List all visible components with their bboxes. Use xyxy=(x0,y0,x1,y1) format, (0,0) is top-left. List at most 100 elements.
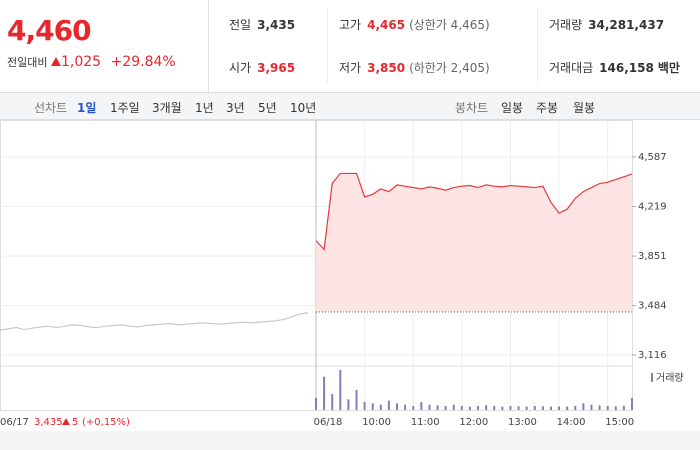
y-tick-label: 3,484 xyxy=(638,300,667,311)
tab[interactable]: 1주일 xyxy=(110,101,140,115)
divider xyxy=(537,8,538,84)
header: 4,460 전일대비 1,025 +29.84% 전일 3,435 고가 4,465(… xyxy=(0,0,700,93)
volume-bar xyxy=(420,402,423,410)
volume-bar xyxy=(493,406,496,410)
stat: 거래량 34,281,437 xyxy=(549,16,664,33)
volume-bar xyxy=(582,403,585,410)
stat-value: 4,465 xyxy=(367,18,406,32)
x-tick-label: 06/17 xyxy=(0,417,29,428)
volume-bar xyxy=(347,399,350,410)
volume-bar xyxy=(355,390,358,410)
stat-value: 3,850 xyxy=(367,61,406,75)
x-tick-label: 13:00 xyxy=(508,417,537,428)
volume-legend: 거래량 xyxy=(656,372,684,384)
stat: 전일 3,435 xyxy=(229,16,295,33)
tab[interactable]: 1일 xyxy=(77,101,97,115)
volume-bar xyxy=(590,404,593,410)
y-tick-label: 3,851 xyxy=(638,251,667,262)
stat: 시가 3,965 xyxy=(229,59,295,76)
volume-bar xyxy=(315,398,317,410)
y-tick-label: 4,219 xyxy=(638,202,667,213)
x-tick-label: 15:00 xyxy=(605,417,634,428)
tab[interactable]: 일봉 xyxy=(501,101,524,115)
price-box: 4,460 전일대비 1,025 +29.84% xyxy=(0,0,209,92)
tab[interactable]: 5년 xyxy=(258,101,277,115)
change-pct: +29.84% xyxy=(110,54,176,70)
volume-bar xyxy=(485,405,488,410)
stat-label: 시가 xyxy=(229,61,252,75)
tab[interactable]: 10년 xyxy=(290,101,317,115)
volume-bar xyxy=(323,376,326,410)
tab[interactable]: 1년 xyxy=(195,101,214,115)
volume-bar xyxy=(501,406,504,410)
volume-bar xyxy=(614,406,617,410)
volume-bar xyxy=(339,370,342,410)
footer-bar xyxy=(0,431,700,450)
volume-bar xyxy=(363,402,366,410)
stat-label: 고가 xyxy=(339,18,362,32)
volume-bar xyxy=(387,400,390,410)
volume-bar xyxy=(412,406,415,410)
volume-bar xyxy=(331,394,334,410)
stat-value: 3,435 xyxy=(257,18,296,32)
stat-label: 거래대금 xyxy=(549,61,594,75)
stat-label: 저가 xyxy=(339,61,362,75)
volume-bar xyxy=(574,406,577,410)
tab-label: 봉차트 xyxy=(455,101,489,115)
stat-label: 전일 xyxy=(229,18,252,32)
x-tick-label: 12:00 xyxy=(459,417,488,428)
volume-bar xyxy=(436,405,439,410)
volume-bar xyxy=(371,403,374,410)
volume-bar xyxy=(404,404,407,410)
stat: 저가 3,850 (하한가 2,405) xyxy=(339,59,490,76)
volume-bar xyxy=(509,406,512,410)
volume-bar xyxy=(533,406,536,410)
volume-bar xyxy=(525,406,528,410)
up-arrow xyxy=(50,57,61,66)
tab[interactable]: 3개월 xyxy=(152,101,182,115)
volume-bar xyxy=(428,404,431,410)
volume-bar xyxy=(549,406,552,410)
prev-close: 3,435 xyxy=(34,417,63,428)
volume-bar xyxy=(541,406,544,410)
volume-bar xyxy=(517,406,520,410)
stats: 전일 3,435 고가 4,465 (상한가 4,465) 거래량 34,281,437 시가… xyxy=(209,0,700,92)
x-tick-label: 06/18 xyxy=(314,417,343,428)
volume-bar xyxy=(396,403,399,410)
volume-bar xyxy=(379,404,382,410)
y-tick-label: 3,116 xyxy=(638,350,667,361)
volume-bar xyxy=(622,405,625,410)
stat-value: 34,281,437 xyxy=(588,18,665,32)
line xyxy=(0,312,308,331)
x-tick-label: 11:00 xyxy=(411,417,440,428)
stat: 거래대금 146,158 백만 xyxy=(549,59,680,76)
tab[interactable]: 3년 xyxy=(226,101,245,115)
stat: 고가 4,465 (상한가 4,465) xyxy=(339,16,490,33)
stat-note: (하한가 2,405) xyxy=(409,61,490,75)
y-tick-label: 4,587 xyxy=(638,152,667,163)
tab-bar: 선차트 1일 1주일 3개월 1년 3년 5년 10년 봉차트 일봉 주봉 월봉 xyxy=(0,93,700,120)
divider xyxy=(327,8,328,84)
price: 4,460 xyxy=(7,14,92,47)
volume-bar xyxy=(598,405,601,410)
prev-change-pct: (+0,15%) xyxy=(82,417,130,428)
change-value: 1,025 xyxy=(60,54,102,70)
volume-legend-swatch xyxy=(651,373,653,382)
volume-bar xyxy=(444,406,447,410)
volume-bar xyxy=(460,406,463,410)
tab[interactable]: 주봉 xyxy=(536,101,559,115)
stat-value: 146,158 xyxy=(599,61,654,75)
chart: 3,116 3,484 3,851 4,219 4,587 06/17 06/18 10:00… xyxy=(0,120,700,450)
volume-bar xyxy=(468,406,471,410)
volume-bar xyxy=(606,406,609,410)
tab[interactable]: 월봉 xyxy=(573,101,596,115)
x-tick-label: 10:00 xyxy=(362,417,391,428)
up-arrow xyxy=(62,418,70,425)
stat-value: 3,965 xyxy=(257,61,296,75)
x-tick-label: 14:00 xyxy=(557,417,586,428)
line xyxy=(315,172,633,251)
stat-note: (상한가 4,465) xyxy=(409,18,490,32)
volume-bar xyxy=(558,406,561,410)
stat-label: 거래량 xyxy=(549,18,583,32)
